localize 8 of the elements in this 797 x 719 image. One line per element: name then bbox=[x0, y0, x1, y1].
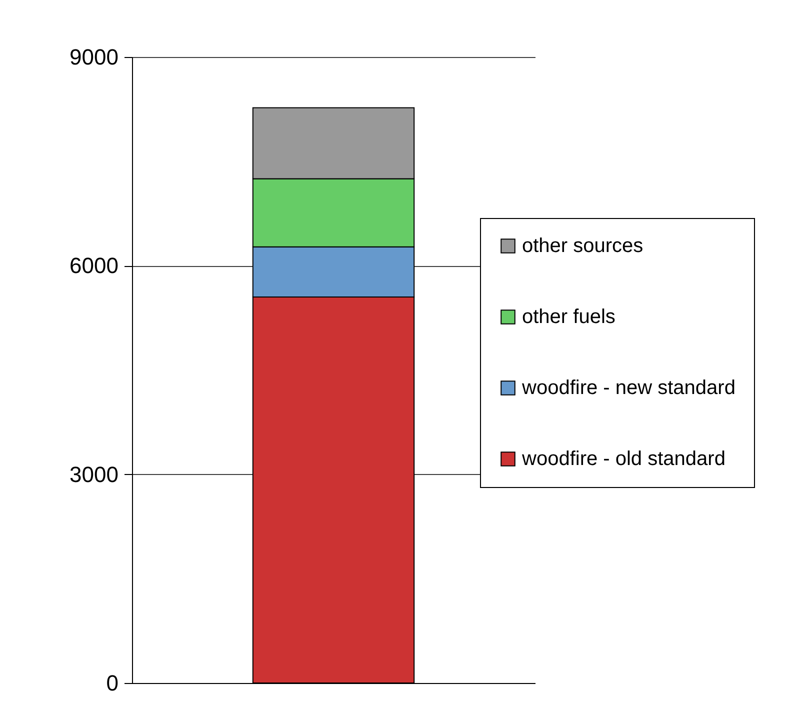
y-tick-label: 9000 bbox=[70, 44, 118, 70]
legend-label: other fuels bbox=[522, 306, 616, 328]
y-tick-label: 0 bbox=[106, 670, 118, 696]
y-tick-label: 6000 bbox=[70, 253, 118, 278]
legend-label: woodfire - old standard bbox=[521, 448, 726, 470]
y-tick-label: 3000 bbox=[70, 462, 118, 487]
legend-label: woodfire - new standard bbox=[521, 377, 736, 399]
legend-label: other sources bbox=[522, 235, 644, 257]
